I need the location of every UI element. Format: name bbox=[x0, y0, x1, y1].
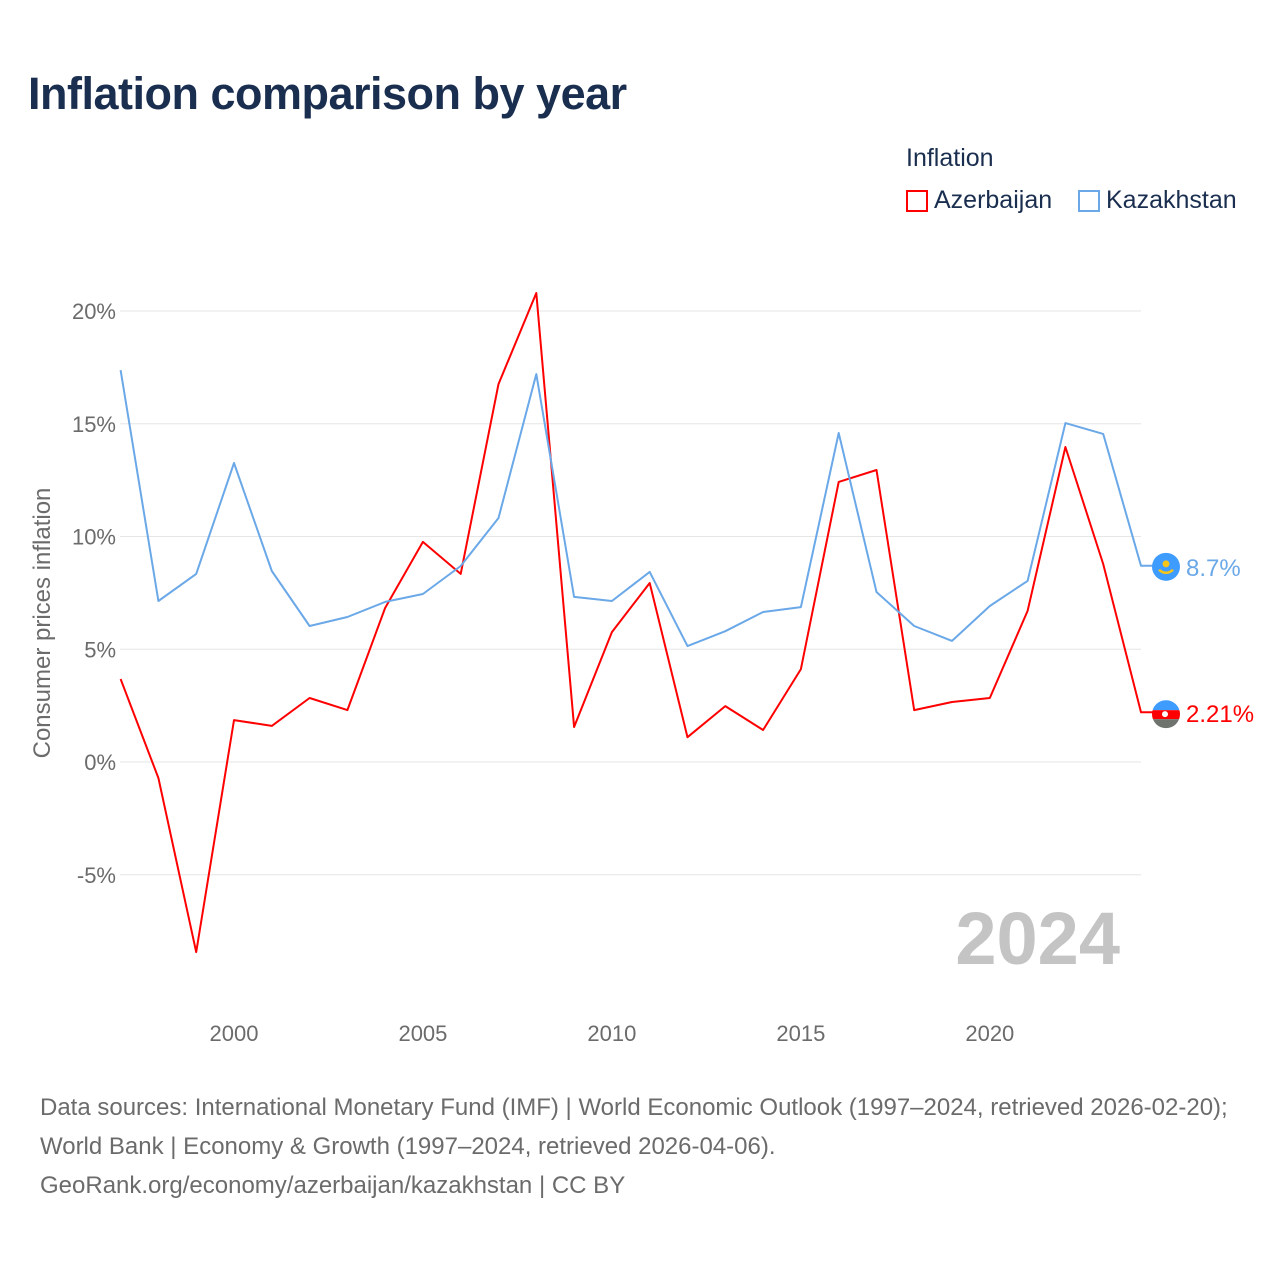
crescent bbox=[1162, 711, 1168, 718]
legend-title: Inflation bbox=[906, 144, 994, 172]
legend-swatch bbox=[1078, 189, 1100, 212]
data-sources: Data sources: International Monetary Fun… bbox=[40, 1094, 1228, 1160]
eagle bbox=[1158, 568, 1174, 575]
y-tick-label: 10% bbox=[72, 525, 116, 550]
legend-label: Kazakhstan bbox=[1106, 186, 1237, 214]
sun bbox=[1162, 560, 1170, 568]
series-line-kazakhstan bbox=[119, 369, 1166, 648]
chart-title: Inflation comparison by year bbox=[28, 68, 627, 119]
line-chart: -5% 0% 5% 10% 15% 20% 2000 2005 2010 2015 2020 202… bbox=[29, 292, 1254, 1046]
end-value-label: 2.21% bbox=[1186, 701, 1254, 728]
stripe-blue bbox=[1152, 700, 1180, 711]
flag-kazakhstan-icon bbox=[1152, 552, 1180, 581]
x-tick-label: 2000 bbox=[210, 1021, 259, 1046]
x-tick-label: 2010 bbox=[587, 1021, 636, 1046]
year-watermark: 2024 bbox=[955, 897, 1120, 980]
source-link[interactable]: GeoRank.org/economy/azerbaijan/kazakhsta… bbox=[40, 1172, 626, 1199]
legend-item-azerbaijan[interactable]: Azerbaijan bbox=[906, 186, 1052, 215]
series-line-azerbaijan bbox=[119, 292, 1166, 954]
flag-stripes bbox=[1152, 700, 1180, 729]
footer: Data sources: International Monetary Fun… bbox=[40, 1088, 1250, 1205]
end-value-label: 8.7% bbox=[1186, 555, 1241, 582]
y-tick-label: 20% bbox=[72, 299, 116, 324]
legend-label: Azerbaijan bbox=[934, 186, 1053, 214]
stripe-green bbox=[1152, 719, 1180, 729]
y-axis-label: Consumer prices inflation bbox=[29, 488, 56, 759]
y-tick-label: 5% bbox=[84, 637, 116, 662]
y-tick-label: -5% bbox=[77, 863, 116, 888]
y-tick-label: 0% bbox=[84, 750, 116, 775]
legend-swatch bbox=[906, 189, 928, 212]
x-tick-label: 2020 bbox=[965, 1021, 1014, 1046]
x-tick-label: 2005 bbox=[398, 1021, 447, 1046]
flag-azerbaijan-icon bbox=[1152, 700, 1180, 729]
y-tick-label: 15% bbox=[72, 412, 116, 437]
x-tick-label: 2015 bbox=[776, 1021, 825, 1046]
legend-item-kazakhstan[interactable]: Kazakhstan bbox=[1078, 186, 1237, 215]
